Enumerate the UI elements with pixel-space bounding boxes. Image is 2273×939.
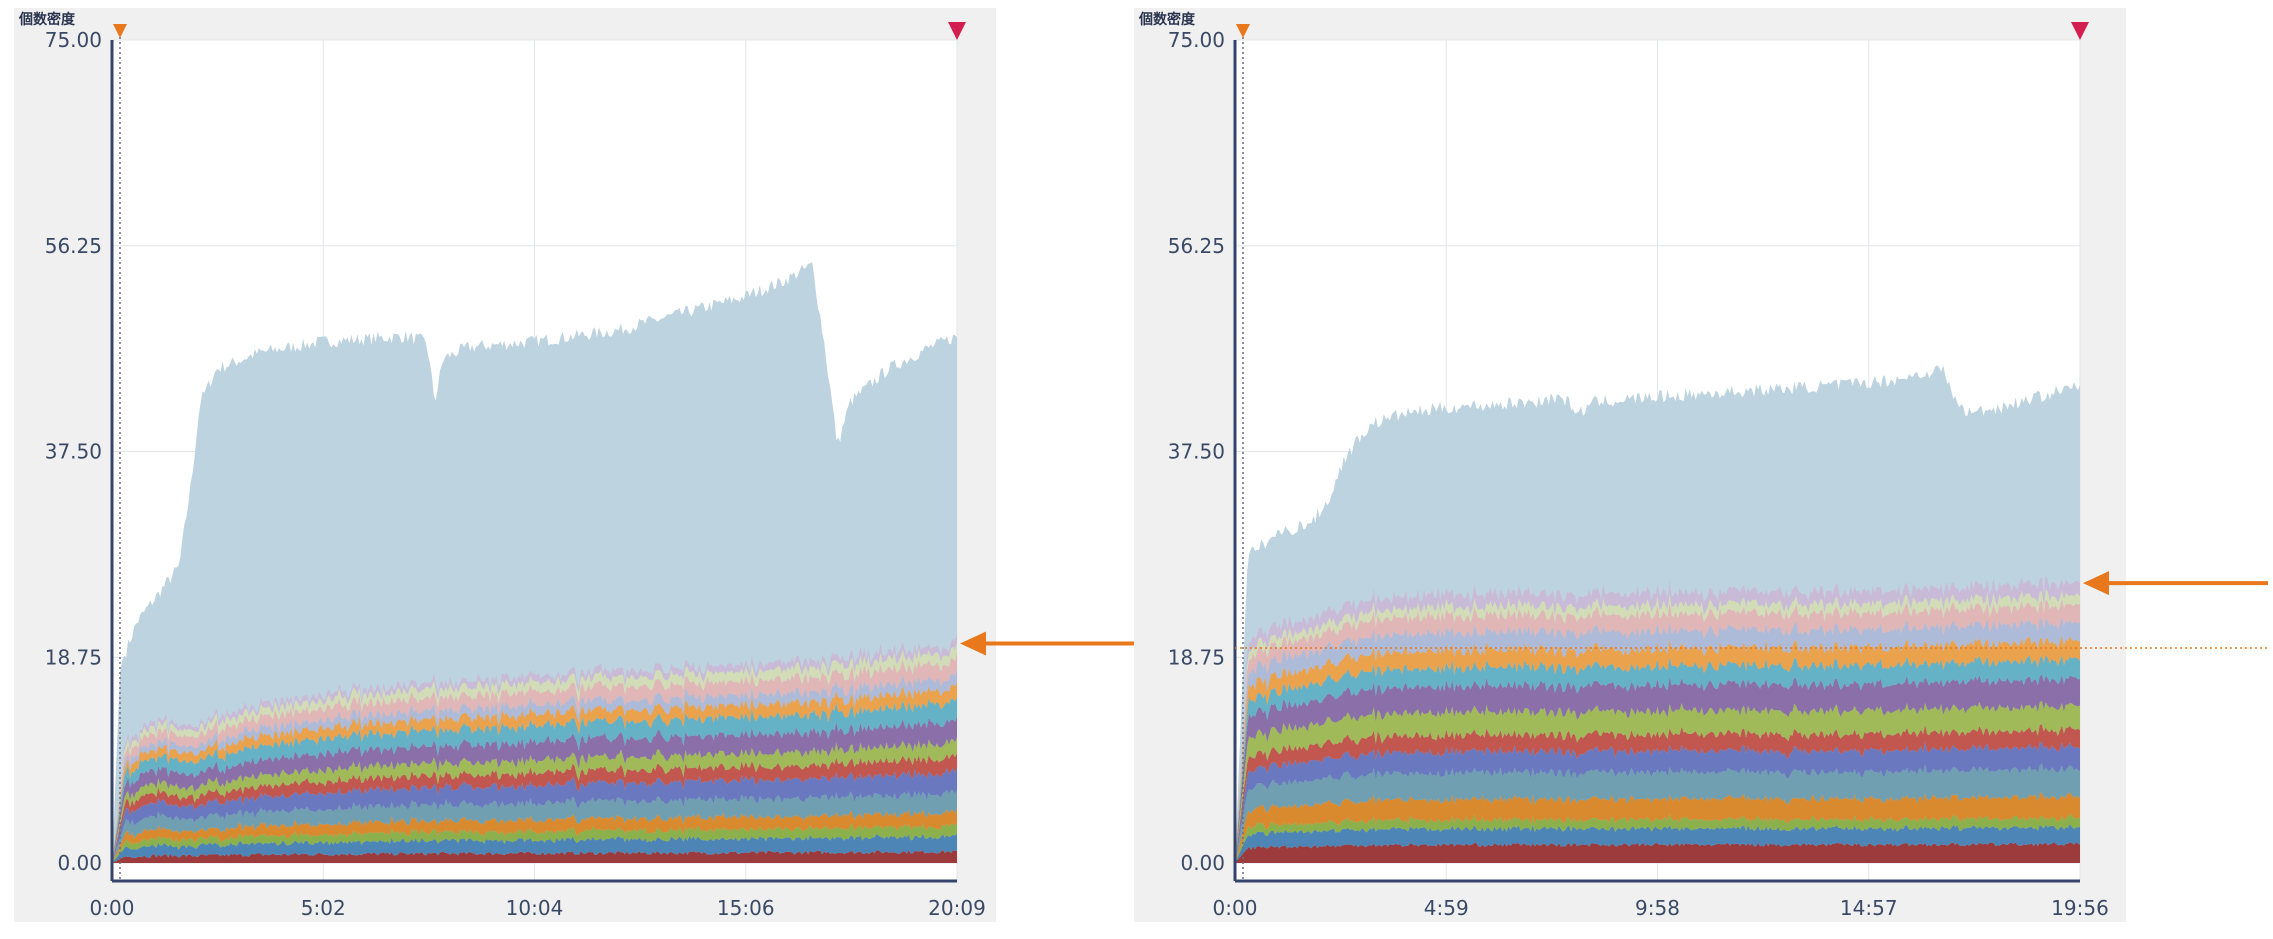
y-tick-label: 37.50 xyxy=(1168,440,1225,464)
x-tick-label: 14:57 xyxy=(1840,896,1898,920)
stacked-layer-13 xyxy=(112,652,957,863)
stacked-layer-9 xyxy=(112,717,957,863)
annotation-arrow-head xyxy=(2083,571,2109,596)
stacked-layer-7 xyxy=(112,753,957,863)
x-tick-label: 5:02 xyxy=(301,896,346,920)
stacked-layer-14 xyxy=(112,641,957,863)
end-marker-icon[interactable] xyxy=(2071,22,2089,40)
stacked-layer-4 xyxy=(1235,792,2080,863)
stacked-layer-2 xyxy=(1235,824,2080,863)
stacked-layer-1 xyxy=(112,849,957,863)
y-tick-label: 75.00 xyxy=(1168,28,1225,52)
start-marker-icon[interactable] xyxy=(1236,24,1250,38)
x-tick-label: 20:09 xyxy=(928,896,986,920)
start-marker-icon[interactable] xyxy=(113,24,127,38)
stacked-layer-6 xyxy=(1235,741,2080,863)
x-tick-label: 19:56 xyxy=(2051,896,2109,920)
x-tick-label: 10:04 xyxy=(506,896,564,920)
x-tick-label: 15:06 xyxy=(717,896,775,920)
y-tick-label: 18.75 xyxy=(45,645,102,669)
y-tick-label: 75.00 xyxy=(45,28,102,52)
x-tick-label: 4:59 xyxy=(1424,896,1469,920)
stacked-layer-5 xyxy=(1235,763,2080,863)
stacked-layer-15 xyxy=(112,633,957,863)
stacked-layer-5 xyxy=(112,789,957,863)
stacked-layer-2 xyxy=(112,833,957,863)
stacked-layer-10 xyxy=(1235,655,2080,863)
stacked-layer-4 xyxy=(112,807,957,863)
y-tick-label: 18.75 xyxy=(1168,645,1225,669)
x-tick-label: 0:00 xyxy=(90,896,135,920)
stacked-layer-7 xyxy=(1235,724,2080,863)
y-axis-label: 個数密度 xyxy=(1138,11,1196,28)
stacked-layer-10 xyxy=(112,696,957,863)
end-marker-icon[interactable] xyxy=(948,22,966,40)
stacked-layer-12 xyxy=(112,669,957,863)
stacked-layer-6 xyxy=(112,767,957,863)
y-tick-label: 37.50 xyxy=(45,440,102,464)
y-tick-label: 0.00 xyxy=(1180,851,1225,875)
annotation-arrow-head xyxy=(960,631,986,656)
y-axis-label: 個数密度 xyxy=(18,11,76,28)
stacked-layer-8 xyxy=(1235,700,2080,863)
stacked-layer-1 xyxy=(1235,842,2080,863)
y-tick-label: 56.25 xyxy=(1168,234,1225,258)
stacked-layer-9 xyxy=(1235,674,2080,863)
stacked-layer-3 xyxy=(112,822,957,863)
stacked-layer-8 xyxy=(112,737,957,863)
stacked-layer-12 xyxy=(1235,617,2080,863)
stacked-layer-3 xyxy=(1235,813,2080,863)
x-tick-label: 0:00 xyxy=(1213,896,1258,920)
y-tick-label: 56.25 xyxy=(45,234,102,258)
stacked-layer-13 xyxy=(1235,598,2080,863)
x-tick-label: 9:58 xyxy=(1635,896,1680,920)
stacked-layer-11 xyxy=(1235,635,2080,863)
y-tick-label: 0.00 xyxy=(57,851,102,875)
stacked-layer-11 xyxy=(112,681,957,863)
